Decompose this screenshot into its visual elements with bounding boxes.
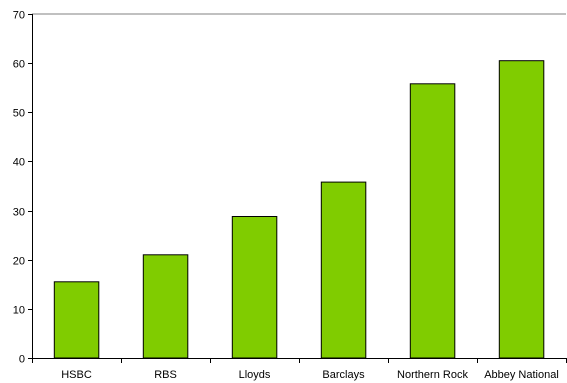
bar-rbs (142, 254, 189, 359)
x-category-label: Abbey National (484, 369, 559, 381)
bar-hsbc (53, 281, 100, 359)
bars (53, 60, 545, 359)
x-category-label: HSBC (61, 369, 92, 381)
y-tick-label: 70 (13, 10, 25, 22)
x-category-label: Northern Rock (397, 369, 468, 381)
x-category-label: Barclays (322, 369, 365, 381)
bar-abbey-national (498, 60, 545, 359)
bar-northern-rock (409, 83, 456, 359)
y-tick-label: 40 (13, 157, 25, 169)
y-tick-label: 60 (13, 59, 25, 71)
x-axis-labels: HSBC RBS Lloyds Barclays Northern Rock Abbey … (61, 369, 559, 381)
y-tick-label: 50 (13, 108, 25, 120)
bar-lloyds (231, 216, 278, 359)
x-category-label: Lloyds (239, 369, 271, 381)
x-category-label: RBS (154, 369, 177, 381)
axes (32, 13, 567, 363)
bar-barclays (320, 181, 367, 359)
y-tick-label: 20 (13, 256, 25, 268)
y-tick-label: 10 (13, 305, 25, 317)
y-tick-label: 30 (13, 207, 25, 219)
y-axis-ticks: 0 10 20 30 40 50 60 70 (13, 10, 32, 366)
y-tick-label: 0 (19, 354, 25, 366)
